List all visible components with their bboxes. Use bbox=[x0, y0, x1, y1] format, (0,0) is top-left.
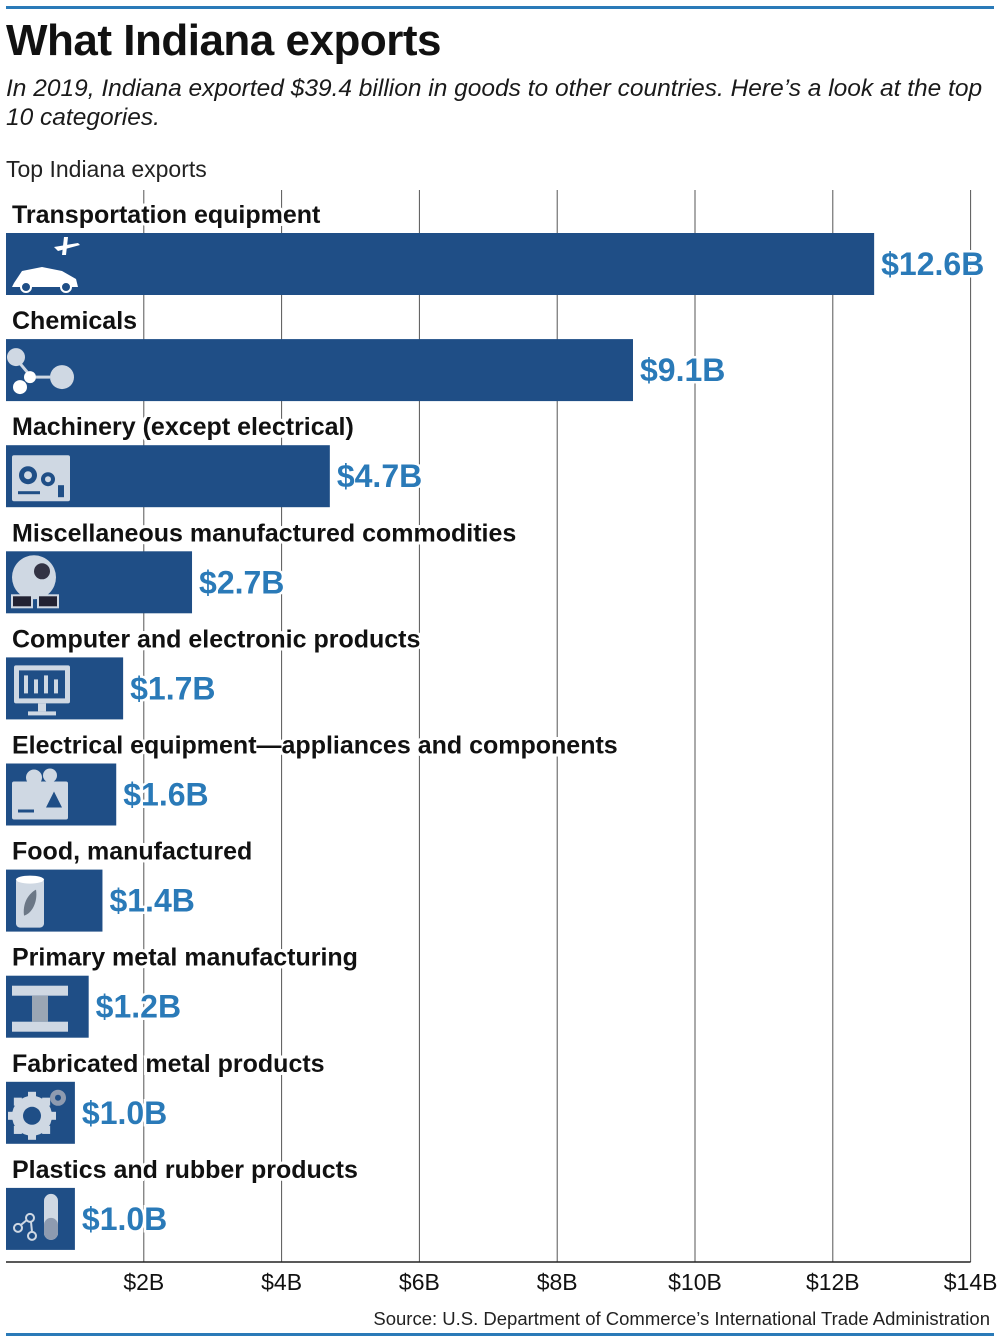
chart-label: Top Indiana exports bbox=[6, 156, 207, 182]
gears-machine-icon bbox=[12, 455, 70, 502]
electrical-box-icon bbox=[12, 768, 68, 820]
category-label: Fabricated metal products bbox=[12, 1050, 325, 1078]
steel-beam-icon bbox=[12, 985, 68, 1032]
value-label: $1.0B bbox=[82, 1095, 167, 1131]
category-label: Miscellaneous manufactured commodities bbox=[12, 519, 516, 547]
value-label: $1.0B bbox=[82, 1201, 167, 1237]
value-label: $9.1B bbox=[640, 352, 725, 388]
value-label: $1.7B bbox=[130, 670, 215, 706]
x-tick-label: $8B bbox=[537, 1269, 578, 1295]
bar bbox=[6, 339, 633, 402]
value-label: $2.7B bbox=[199, 564, 284, 600]
category-label: Plastics and rubber products bbox=[12, 1156, 358, 1184]
ball-and-glasses-icon bbox=[11, 555, 59, 609]
test-tube-icon bbox=[13, 1193, 58, 1241]
x-tick-label: $4B bbox=[261, 1269, 302, 1295]
category-label: Chemicals bbox=[12, 307, 137, 335]
value-label: $4.7B bbox=[337, 458, 422, 494]
chart-title: What Indiana exports bbox=[6, 16, 441, 65]
value-label: $1.4B bbox=[109, 883, 194, 919]
category-label: Transportation equipment bbox=[12, 201, 321, 229]
monitor-icon bbox=[14, 665, 70, 716]
x-tick-label: $2B bbox=[123, 1269, 164, 1295]
x-tick-label: $6B bbox=[399, 1269, 440, 1295]
category-label: Machinery (except electrical) bbox=[12, 413, 354, 441]
plane-and-car-icon bbox=[12, 237, 80, 293]
x-tick-label: $10B bbox=[668, 1269, 722, 1295]
category-label: Electrical equipment—appliances and comp… bbox=[12, 732, 618, 760]
gear-icon bbox=[8, 1089, 66, 1140]
x-tick-label: $12B bbox=[806, 1269, 860, 1295]
bar bbox=[6, 233, 875, 295]
food-can-icon bbox=[16, 875, 44, 928]
value-label: $1.6B bbox=[123, 777, 208, 813]
category-label: Primary metal manufacturing bbox=[12, 944, 358, 972]
value-label: $12.6B bbox=[881, 246, 984, 282]
category-label: Food, manufactured bbox=[12, 838, 252, 866]
molecule-icon bbox=[7, 348, 74, 395]
x-tick-label: $14B bbox=[944, 1269, 998, 1295]
bottom-rule bbox=[6, 1333, 994, 1336]
category-label: Computer and electronic products bbox=[12, 625, 420, 653]
value-label: $1.2B bbox=[96, 989, 181, 1025]
bar bbox=[6, 1187, 75, 1250]
top-rule bbox=[6, 6, 994, 9]
source-note: Source: U.S. Department of Commerce’s In… bbox=[373, 1308, 990, 1329]
chart-subtitle: In 2019, Indiana exported $39.4 billion … bbox=[6, 75, 983, 131]
